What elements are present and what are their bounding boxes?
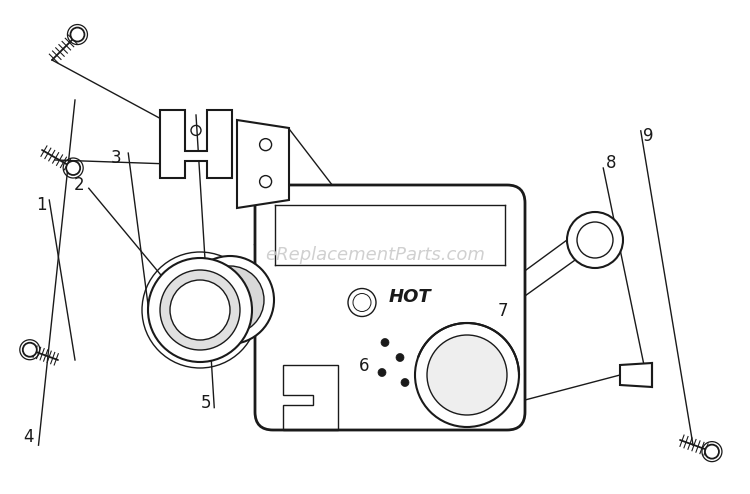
Text: 4: 4 (23, 428, 34, 446)
Text: 5: 5 (201, 394, 211, 412)
Text: 1: 1 (36, 196, 46, 214)
Circle shape (396, 354, 404, 362)
Circle shape (186, 256, 274, 344)
Circle shape (196, 266, 264, 334)
Polygon shape (620, 363, 652, 387)
FancyBboxPatch shape (255, 185, 525, 430)
Circle shape (401, 378, 409, 386)
Circle shape (415, 323, 519, 427)
Polygon shape (237, 120, 289, 208)
Circle shape (378, 369, 386, 376)
Text: 8: 8 (606, 154, 616, 172)
Text: 7: 7 (497, 302, 508, 320)
Circle shape (22, 343, 37, 357)
Circle shape (427, 335, 507, 415)
Circle shape (66, 161, 80, 175)
Circle shape (705, 445, 719, 458)
Circle shape (348, 288, 376, 317)
Circle shape (381, 338, 389, 346)
Circle shape (148, 258, 252, 362)
Polygon shape (160, 110, 232, 178)
Circle shape (160, 270, 240, 350)
Circle shape (70, 28, 85, 41)
Circle shape (170, 280, 230, 340)
Text: 2: 2 (74, 176, 84, 194)
Text: 9: 9 (644, 127, 654, 145)
Text: eReplacementParts.com: eReplacementParts.com (265, 246, 485, 264)
Circle shape (567, 212, 623, 268)
Circle shape (577, 222, 613, 258)
Text: 3: 3 (111, 149, 122, 167)
Text: HOT: HOT (388, 288, 431, 306)
Text: 6: 6 (358, 357, 369, 374)
